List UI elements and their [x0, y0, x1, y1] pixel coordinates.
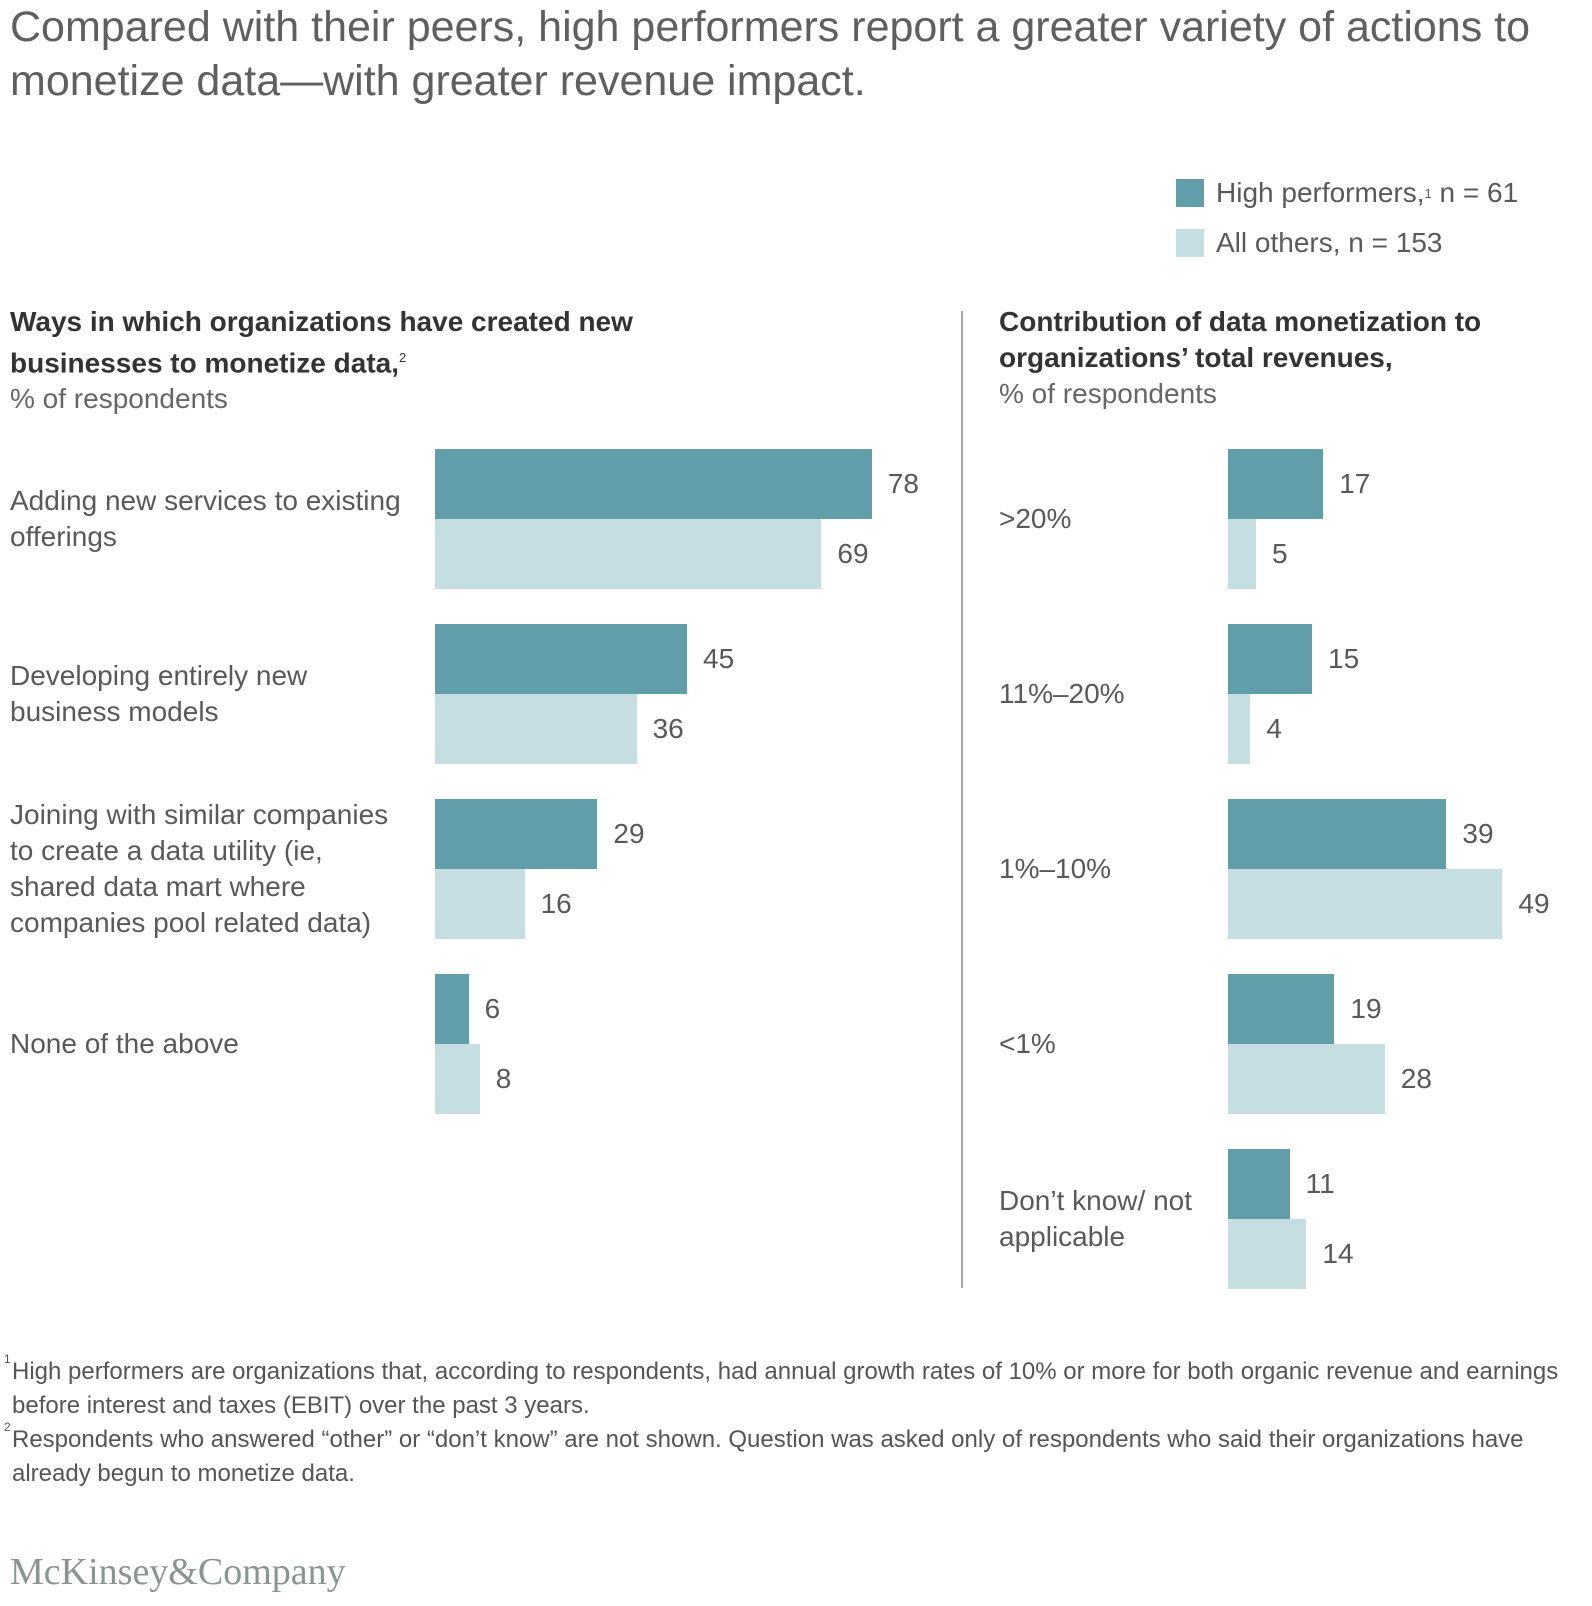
footnote-sup: 1 — [4, 1352, 11, 1366]
legend-n: n = 61 — [1431, 177, 1519, 208]
right-bar — [1228, 519, 1256, 589]
legend-swatch — [1176, 179, 1204, 207]
left-category-label: Developing entirely new business models — [10, 660, 308, 727]
legend-label: All others, n = 153 — [1216, 227, 1443, 258]
right-category-label: Don’t know/ not applicable — [999, 1185, 1192, 1252]
right-data-label: 5 — [1272, 538, 1288, 569]
left-bar — [435, 449, 872, 519]
right-data-label: 11 — [1305, 1168, 1335, 1199]
right-chart-title: Contribution of data monetization to org… — [999, 304, 1519, 412]
footnote-text: Respondents who answered “other” or “don… — [12, 1426, 1524, 1487]
left-category-label: Adding new services to existing offering… — [10, 485, 401, 552]
left-data-label: 6 — [484, 993, 501, 1024]
right-bar — [1228, 1044, 1385, 1114]
right-subtitle: % of respondents — [999, 378, 1217, 409]
left-data-label: 29 — [613, 818, 645, 849]
right-data-label: 19 — [1350, 993, 1382, 1024]
left-data-label: 78 — [887, 468, 919, 499]
left-category-label: Joining with similar companies to create… — [10, 799, 389, 938]
right-category-label: <1% — [999, 1028, 1056, 1059]
right-bar — [1228, 799, 1447, 869]
left-category-label: None of the above — [10, 1028, 239, 1059]
legend-item-high-performers: High performers, 1 n = 61 — [1176, 177, 1518, 209]
page-title: Compared with their peers, high performe… — [10, 3, 1531, 105]
left-bar — [435, 694, 637, 764]
mckinsey-logo: McKinsey&Company — [10, 1551, 346, 1593]
right-category-label: 1%–10% — [999, 853, 1112, 884]
right-category-label: >20% — [999, 503, 1072, 534]
right-bar — [1228, 449, 1324, 519]
footnote-2: 2 Respondents who answered “other” or “do… — [4, 1420, 1564, 1491]
right-bar — [1228, 1149, 1290, 1219]
right-data-label: 4 — [1266, 713, 1282, 744]
left-bar — [435, 624, 687, 694]
right-data-label: 17 — [1339, 468, 1371, 499]
left-data-label: 69 — [837, 538, 869, 569]
left-bar — [435, 869, 525, 939]
right-data-label: 15 — [1328, 643, 1360, 674]
right-title-text: Contribution of data monetization to org… — [999, 306, 1482, 373]
left-bar — [435, 1044, 480, 1114]
right-category-label: 11%–20% — [999, 678, 1125, 709]
right-bar — [1228, 974, 1335, 1044]
left-data-label: 36 — [652, 713, 684, 744]
left-subtitle: % of respondents — [10, 383, 228, 415]
footnotes: 1 High performers are organizations that,… — [4, 1352, 1564, 1491]
footnote-text: High performers are organizations that, … — [12, 1358, 1559, 1419]
left-title-text: Ways in which organizations have created… — [10, 306, 633, 379]
right-bar — [1228, 1219, 1307, 1289]
left-data-label: 45 — [703, 643, 735, 674]
right-data-label: 14 — [1322, 1238, 1354, 1269]
footnote-1: 1 High performers are organizations that,… — [4, 1352, 1564, 1423]
left-data-label: 16 — [540, 888, 572, 919]
right-data-label: 49 — [1518, 888, 1550, 919]
right-bar — [1228, 694, 1251, 764]
legend-item-all-others: All others, n = 153 — [1176, 227, 1442, 259]
right-data-label: 28 — [1400, 1063, 1432, 1094]
right-bar — [1228, 869, 1503, 939]
left-bar — [435, 974, 469, 1044]
left-data-label: 8 — [495, 1063, 512, 1094]
legend-sup: 1 — [1424, 185, 1432, 201]
legend-label: High performers, — [1216, 177, 1425, 208]
left-bar — [435, 799, 598, 869]
divider — [961, 311, 963, 1288]
legend-swatch — [1176, 229, 1204, 257]
right-data-label: 39 — [1462, 818, 1494, 849]
right-bar — [1228, 624, 1312, 694]
left-title-sup: 2 — [399, 350, 407, 365]
left-chart-title: Ways in which organizations have created… — [10, 304, 730, 417]
left-bar — [435, 519, 822, 589]
footnote-sup: 2 — [4, 1420, 11, 1434]
